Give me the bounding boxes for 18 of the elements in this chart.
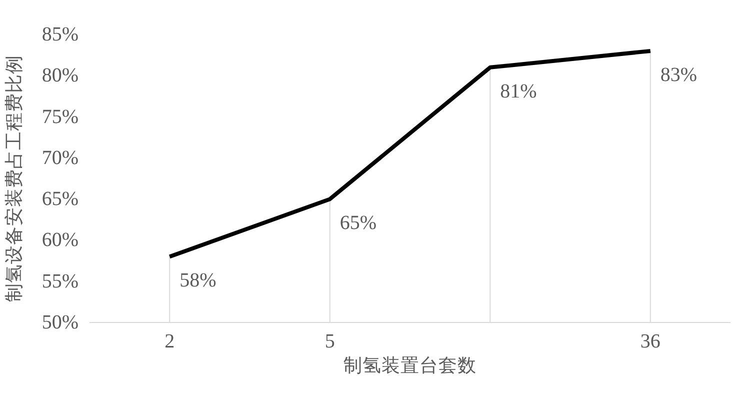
y-tick-label: 50% — [42, 312, 79, 334]
data-label: 83% — [660, 64, 698, 86]
y-tick-label: 80% — [42, 64, 79, 87]
y-axis-title: 制氢设备安装费占工程费比例 — [2, 55, 25, 302]
y-tick-label: 65% — [42, 188, 79, 210]
data-label: 65% — [340, 212, 377, 234]
y-tick-label: 70% — [42, 146, 79, 169]
y-tick-label: 55% — [42, 270, 79, 292]
data-label: 81% — [500, 80, 537, 102]
y-tick-label: 85% — [42, 24, 79, 46]
line-series — [168, 48, 652, 259]
x-tick-label: 36 — [640, 330, 660, 352]
data-label: 58% — [180, 270, 216, 292]
x-tick-label: 5 — [324, 330, 335, 352]
x-axis-title: 制氢装置台套数 — [344, 356, 476, 376]
y-tick-label: 60% — [42, 229, 79, 252]
x-tick-label: 2 — [164, 330, 175, 352]
y-tick-label: 75% — [42, 106, 79, 128]
